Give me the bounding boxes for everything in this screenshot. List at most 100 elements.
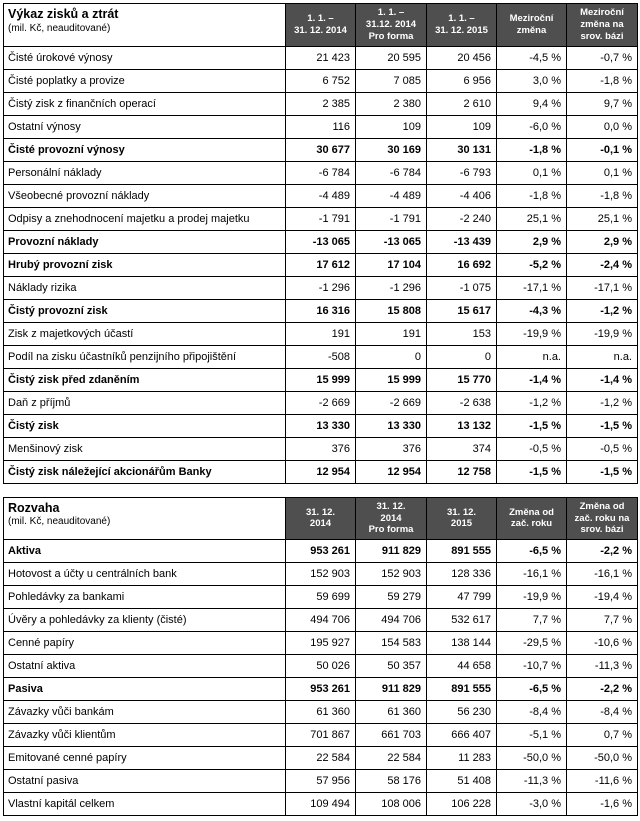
- balance-sheet-col-header-2014: 31. 12. 2014: [285, 496, 356, 541]
- income-statement-col-header-2015: 1. 1. – 31. 12. 2015: [426, 3, 497, 47]
- table-row: Hotovost a účty u centrálních bank 152 90…: [3, 562, 638, 587]
- income-statement-subtitle: (mil. Kč, neauditované): [8, 22, 111, 34]
- value-cell: 153: [426, 321, 497, 346]
- value-cell: 25,1 %: [496, 206, 567, 231]
- income-statement-header-row: Výkaz zisků a ztrát (mil. Kč, neauditova…: [3, 3, 638, 47]
- value-cell: 22 584: [355, 746, 427, 771]
- value-cell: 152 903: [355, 562, 427, 587]
- value-cell: -5,2 %: [496, 252, 567, 277]
- value-cell: -4,5 %: [496, 45, 567, 70]
- row-label: Čistý zisk před zdaněním: [3, 367, 286, 392]
- income-statement-title-cell: Výkaz zisků a ztrát (mil. Kč, neauditova…: [3, 3, 286, 47]
- value-cell: 21 423: [285, 45, 356, 70]
- table-row: Vlastní kapitál celkem 109 494 108 006 106 …: [3, 792, 638, 817]
- value-cell: -10,7 %: [496, 654, 567, 679]
- balance-sheet-col-header-2014-proforma: 31. 12. 2014 Pro forma: [355, 496, 427, 541]
- value-cell: 15 808: [355, 298, 427, 323]
- value-cell: -6 793: [426, 160, 497, 185]
- value-cell: -508: [285, 344, 356, 369]
- value-cell: -2 240: [426, 206, 497, 231]
- table-row: Závazky vůči klientům 701 867 661 703 666 4…: [3, 723, 638, 748]
- value-cell: -50,0 %: [496, 746, 567, 771]
- value-cell: 0: [355, 344, 427, 369]
- value-cell: -13 065: [355, 229, 427, 254]
- row-label: Závazky vůči klientům: [3, 723, 286, 748]
- value-cell: 494 706: [355, 608, 427, 633]
- table-row: Čistý zisk před zdaněním 15 999 15 999 15 7…: [3, 367, 638, 392]
- value-cell: -11,3 %: [496, 769, 567, 794]
- table-row: Ostatní pasiva 57 956 58 176 51 408 -11,3 % -…: [3, 769, 638, 794]
- row-label: Cenné papíry: [3, 631, 286, 656]
- value-cell: 12 758: [426, 459, 497, 484]
- value-cell: 13 330: [355, 413, 427, 438]
- income-statement-title: Výkaz zisků a ztrát: [8, 7, 119, 21]
- value-cell: 7 085: [355, 68, 427, 93]
- value-cell: 661 703: [355, 723, 427, 748]
- value-cell: -5,1 %: [496, 723, 567, 748]
- value-cell: 56 230: [426, 700, 497, 725]
- value-cell: -1,6 %: [566, 792, 638, 817]
- balance-sheet-title: Rozvaha: [8, 500, 60, 515]
- value-cell: 0,1 %: [496, 160, 567, 185]
- value-cell: -0,1 %: [566, 137, 638, 162]
- value-cell: 191: [355, 321, 427, 346]
- row-label: Ostatní pasiva: [3, 769, 286, 794]
- value-cell: 891 555: [426, 539, 497, 564]
- row-label: Čisté úrokové výnosy: [3, 45, 286, 70]
- value-cell: 2 610: [426, 91, 497, 116]
- value-cell: 128 336: [426, 562, 497, 587]
- value-cell: -0,5 %: [496, 436, 567, 461]
- value-cell: -1 791: [355, 206, 427, 231]
- value-cell: -1,5 %: [496, 413, 567, 438]
- value-cell: n.a.: [496, 344, 567, 369]
- value-cell: 0,1 %: [566, 160, 638, 185]
- value-cell: 9,7 %: [566, 91, 638, 116]
- value-cell: 17 612: [285, 252, 356, 277]
- table-row: Podíl na zisku účastníků penzijního přip…: [3, 344, 638, 369]
- value-cell: -6,5 %: [496, 677, 567, 702]
- value-cell: -1 791: [285, 206, 356, 231]
- table-row: Čistý zisk z finančních operací 2 385 2 38…: [3, 91, 638, 116]
- value-cell: 6 752: [285, 68, 356, 93]
- balance-sheet-header-row: Rozvaha (mil. Kč, neauditované) 31. 12. …: [3, 496, 638, 541]
- row-label: Čistý zisk z finančních operací: [3, 91, 286, 116]
- row-label: Podíl na zisku účastníků penzijního přip…: [3, 344, 286, 369]
- value-cell: 2 380: [355, 91, 427, 116]
- income-statement-col-header-yoy-change: Meziroční změna: [496, 3, 567, 47]
- value-cell: 22 584: [285, 746, 356, 771]
- value-cell: -16,1 %: [496, 562, 567, 587]
- value-cell: 25,1 %: [566, 206, 638, 231]
- table-row: Pohledávky za bankami 59 699 59 279 47 799-…: [3, 585, 638, 610]
- value-cell: 13 330: [285, 413, 356, 438]
- table-row: Personální náklady -6 784 -6 784 -6 793 0,1 …: [3, 160, 638, 185]
- value-cell: 494 706: [285, 608, 356, 633]
- value-cell: -4 489: [285, 183, 356, 208]
- table-row: Hrubý provozní zisk 17 612 17 104 16 692 -5,…: [3, 252, 638, 277]
- value-cell: 50 357: [355, 654, 427, 679]
- row-label: Úvěry a pohledávky za klienty (čisté): [3, 608, 286, 633]
- value-cell: 12 954: [355, 459, 427, 484]
- table-row: Pasiva 953 261 911 829 891 555 -6,5 % -2,2 %: [3, 677, 638, 702]
- value-cell: -2,4 %: [566, 252, 638, 277]
- value-cell: -1,2 %: [566, 298, 638, 323]
- value-cell: 44 658: [426, 654, 497, 679]
- value-cell: 6 956: [426, 68, 497, 93]
- value-cell: 15 770: [426, 367, 497, 392]
- value-cell: 58 176: [355, 769, 427, 794]
- value-cell: -17,1 %: [566, 275, 638, 300]
- table-row: Ostatní aktiva 50 026 50 357 44 658 -10,7 % -…: [3, 654, 638, 679]
- value-cell: 20 456: [426, 45, 497, 70]
- value-cell: -2,2 %: [566, 539, 638, 564]
- value-cell: -17,1 %: [496, 275, 567, 300]
- value-cell: -10,6 %: [566, 631, 638, 656]
- value-cell: 109: [355, 114, 427, 139]
- row-label: Vlastní kapitál celkem: [3, 792, 286, 817]
- table-row: Čistý zisk 13 330 13 330 13 132 -1,5 % -1,5 %: [3, 413, 638, 438]
- income-statement-table: Výkaz zisků a ztrát (mil. Kč, neauditova…: [3, 3, 638, 484]
- value-cell: 152 903: [285, 562, 356, 587]
- value-cell: -2 669: [355, 390, 427, 415]
- row-label: Emitované cenné papíry: [3, 746, 286, 771]
- table-row: Čistý provozní zisk 16 316 15 808 15 617 -4,…: [3, 298, 638, 323]
- value-cell: 47 799: [426, 585, 497, 610]
